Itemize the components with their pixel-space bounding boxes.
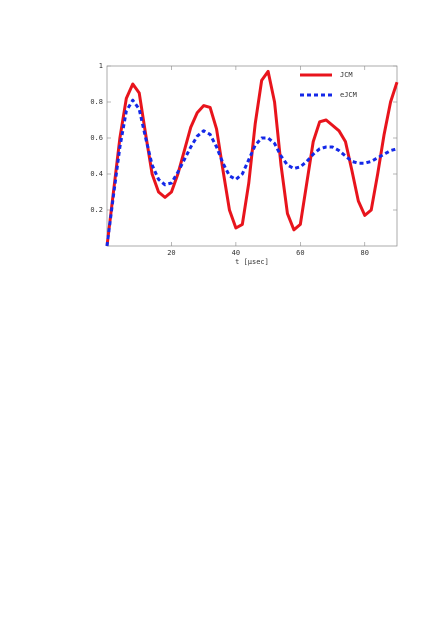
y-tick-label: 0.4 <box>90 170 103 178</box>
x-tick-label: 80 <box>361 249 369 257</box>
x-tick-label: 60 <box>296 249 304 257</box>
x-axis-label: t [μsec] <box>235 258 269 266</box>
x-tick-label: 40 <box>232 249 240 257</box>
x-tick-label: 20 <box>167 249 175 257</box>
y-tick-label: 0.6 <box>90 134 103 142</box>
legend-label: JCM <box>340 71 353 79</box>
y-tick-label: 1 <box>99 62 103 70</box>
y-tick-label: 0.2 <box>90 206 103 214</box>
series-line <box>105 98 398 247</box>
legend-label: eJCM <box>340 91 357 99</box>
y-tick-label: 0.8 <box>90 98 103 106</box>
plot-frame <box>106 65 398 247</box>
